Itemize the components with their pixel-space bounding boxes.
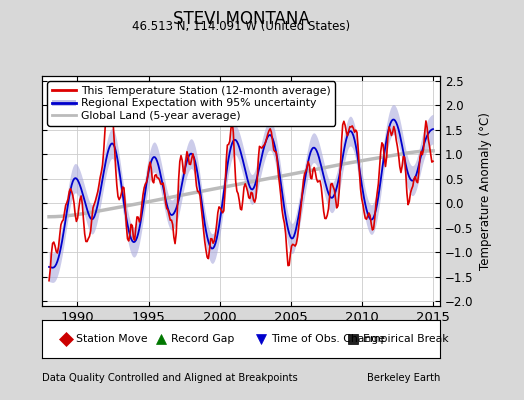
Text: Time of Obs. Change: Time of Obs. Change: [271, 334, 385, 344]
Text: Station Move: Station Move: [76, 334, 147, 344]
Y-axis label: Temperature Anomaly (°C): Temperature Anomaly (°C): [479, 112, 492, 270]
Text: 46.513 N, 114.091 W (United States): 46.513 N, 114.091 W (United States): [132, 20, 350, 33]
Text: Berkeley Earth: Berkeley Earth: [367, 373, 440, 383]
Text: Empirical Break: Empirical Break: [363, 334, 448, 344]
Text: Record Gap: Record Gap: [171, 334, 235, 344]
Legend: This Temperature Station (12-month average), Regional Expectation with 95% uncer: This Temperature Station (12-month avera…: [47, 82, 335, 126]
Text: STEVI MONTANA: STEVI MONTANA: [173, 10, 309, 28]
Text: Data Quality Controlled and Aligned at Breakpoints: Data Quality Controlled and Aligned at B…: [42, 373, 298, 383]
